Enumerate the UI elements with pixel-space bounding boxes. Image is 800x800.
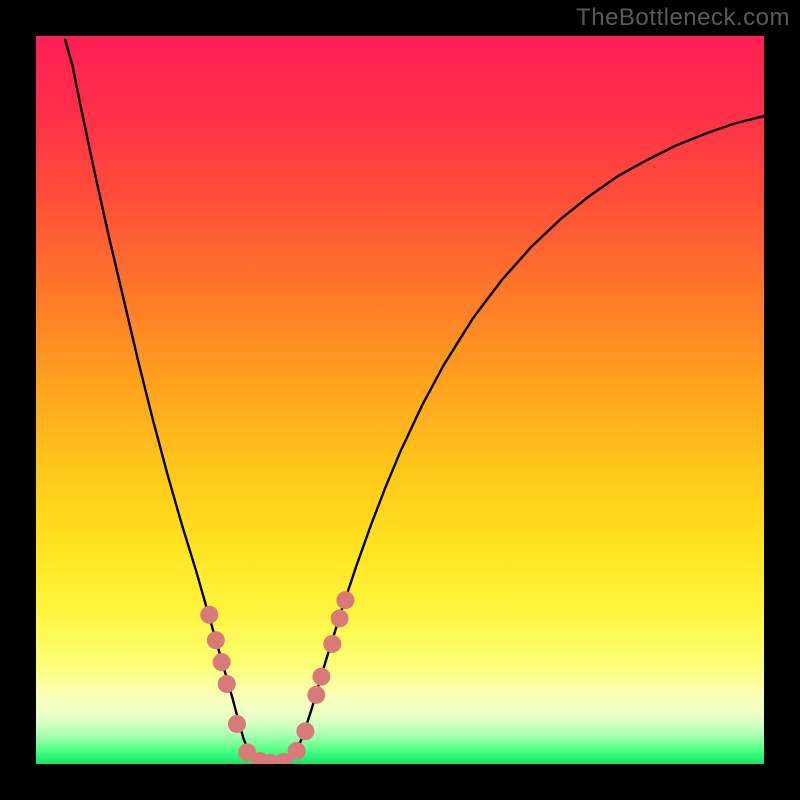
curve-marker	[323, 635, 341, 653]
curve-marker	[288, 742, 306, 760]
curve-marker	[200, 606, 218, 624]
curve-marker	[228, 715, 246, 733]
chart-container: TheBottleneck.com	[0, 0, 800, 800]
curve-marker	[331, 609, 349, 627]
watermark-label: TheBottleneck.com	[576, 4, 790, 32]
curve-marker	[207, 631, 225, 649]
curve-marker	[336, 591, 354, 609]
curve-marker	[307, 686, 325, 704]
curve-marker	[213, 653, 231, 671]
plot-background	[36, 36, 764, 764]
curve-marker	[312, 668, 330, 686]
bottleneck-curve-chart	[0, 0, 800, 800]
curve-marker	[296, 722, 314, 740]
curve-marker	[218, 675, 236, 693]
